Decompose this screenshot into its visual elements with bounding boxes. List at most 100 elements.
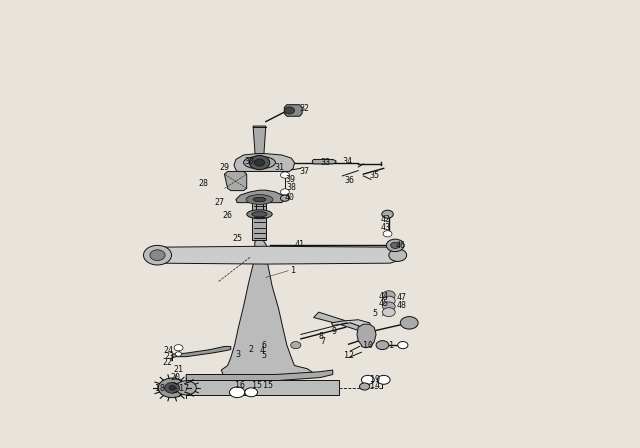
Text: 34: 34 [342,157,352,166]
Circle shape [383,296,395,305]
Text: 1: 1 [389,340,394,349]
Polygon shape [357,324,376,348]
Circle shape [249,155,269,170]
Circle shape [389,249,406,261]
Polygon shape [236,190,285,202]
Text: 5: 5 [261,351,266,360]
Polygon shape [161,246,401,264]
Text: 47: 47 [396,293,406,302]
Text: 1: 1 [291,266,296,275]
Ellipse shape [246,194,273,204]
Text: 41: 41 [294,240,305,249]
Text: 6: 6 [261,340,266,349]
Text: 5: 5 [372,310,377,319]
Circle shape [383,308,395,317]
Polygon shape [172,346,231,361]
Circle shape [383,291,395,300]
Polygon shape [312,159,336,164]
Text: 15: 15 [252,381,262,390]
Circle shape [360,383,370,390]
Text: 17: 17 [179,384,189,393]
Ellipse shape [246,210,272,219]
Text: 20: 20 [170,373,180,382]
Circle shape [391,242,399,249]
Ellipse shape [253,197,266,202]
Text: 18: 18 [154,384,164,393]
Polygon shape [221,240,314,380]
Circle shape [291,341,301,349]
Circle shape [164,383,180,393]
Text: 33: 33 [320,158,330,167]
Polygon shape [253,126,266,154]
Circle shape [280,172,289,178]
Text: 27: 27 [214,198,225,207]
Text: 12: 12 [344,351,354,360]
Circle shape [397,341,408,349]
Text: 28: 28 [198,180,209,189]
Text: 10: 10 [364,340,373,349]
Text: 4: 4 [259,346,264,355]
Text: 3: 3 [236,349,241,358]
Text: 22: 22 [162,358,172,367]
Text: 15: 15 [262,381,273,390]
Text: 9: 9 [332,327,337,336]
Text: 37: 37 [300,167,310,176]
Text: 31: 31 [274,163,284,172]
Polygon shape [225,172,246,190]
Ellipse shape [244,156,275,169]
Circle shape [378,375,390,384]
Circle shape [280,195,289,201]
Circle shape [245,388,257,397]
Polygon shape [284,105,302,116]
Text: 45: 45 [379,299,388,308]
Polygon shape [234,154,294,172]
Text: 14: 14 [370,381,380,390]
Text: 29: 29 [220,163,230,172]
Text: 36: 36 [344,176,354,185]
Text: 42: 42 [381,215,390,224]
Polygon shape [314,312,368,333]
Text: 32: 32 [300,104,310,113]
Circle shape [362,375,374,384]
Text: 48: 48 [396,301,406,310]
Circle shape [143,246,172,265]
Circle shape [169,386,175,390]
Circle shape [176,381,196,395]
Text: 16: 16 [236,381,245,390]
Text: 30: 30 [245,157,255,166]
Polygon shape [186,370,333,381]
Ellipse shape [233,389,244,396]
Circle shape [382,210,394,218]
Text: 24: 24 [163,346,173,355]
Text: 35: 35 [370,172,380,181]
Circle shape [174,345,183,351]
Text: 7: 7 [320,337,325,346]
Circle shape [387,239,404,252]
Text: 44: 44 [379,292,388,301]
Circle shape [158,378,186,398]
Text: 26: 26 [222,211,232,220]
Text: 46: 46 [395,241,405,250]
Circle shape [254,159,264,166]
Circle shape [175,352,182,356]
Polygon shape [332,320,371,329]
Circle shape [280,189,289,195]
Circle shape [383,231,392,237]
Circle shape [376,340,389,349]
Circle shape [383,302,395,311]
Text: 43: 43 [381,223,390,232]
Text: 8: 8 [319,332,324,340]
Text: 19: 19 [370,375,380,384]
Polygon shape [252,201,266,240]
Circle shape [284,107,294,114]
Ellipse shape [252,211,267,217]
Circle shape [150,250,165,260]
Text: 38: 38 [287,183,297,192]
Polygon shape [186,380,339,396]
Text: 25: 25 [232,234,243,243]
Circle shape [230,387,245,398]
Text: 39: 39 [285,175,295,184]
Text: 21: 21 [173,365,183,374]
Circle shape [400,317,418,329]
Text: 40: 40 [285,193,295,202]
